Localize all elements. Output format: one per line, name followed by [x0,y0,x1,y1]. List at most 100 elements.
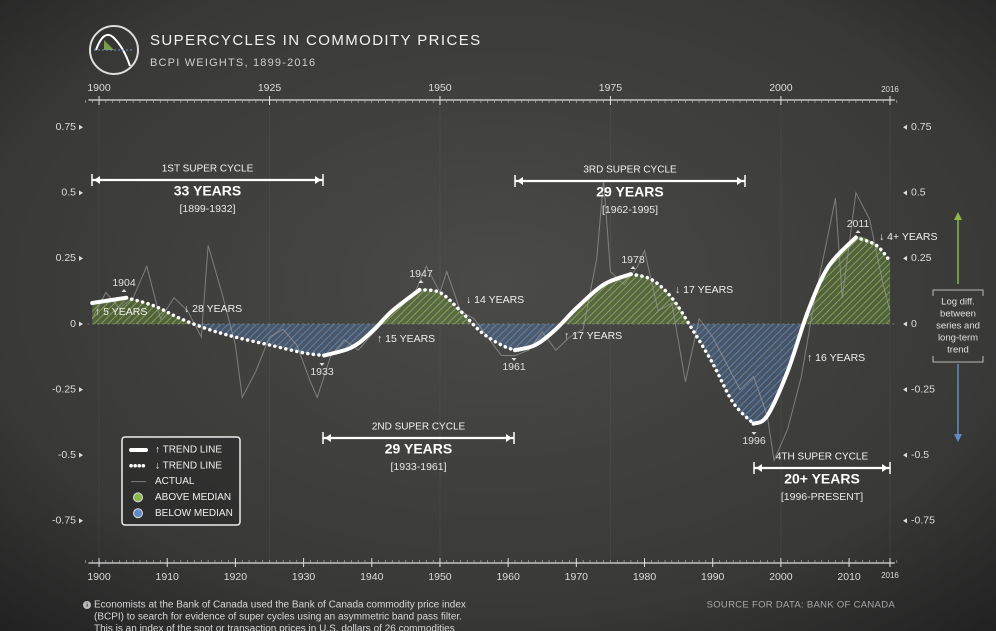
x-tick-label: 1900 [87,571,111,583]
y-tick-arrow [79,387,83,393]
duration-label: ↓ 14 YEARS [466,294,524,306]
y-tick-label-right: 0.25 [911,252,932,264]
turning-point-label: 1947 [409,268,433,280]
top-x-tick-label: 1900 [87,82,111,94]
info-icon-i: i [86,603,88,609]
series-line [90,235,858,426]
legend-label: ACTUAL [155,476,195,487]
turning-point-tick [418,280,424,283]
turning-point-tick [121,289,127,292]
turning-point-label: 2011 [847,218,870,230]
x-tick-label: 1980 [633,571,657,583]
cycle-length: 33 YEARS [174,183,241,199]
x-tick-label: 2016 [881,571,899,580]
subtitle: BCPI WEIGHTS, 1899-2016 [150,57,316,69]
legend-label: ↑ TREND LINE [155,445,222,456]
side-bracket [932,289,984,363]
cycle-name: 1ST SUPER CYCLE [162,164,254,175]
duration-label: ↓ 17 YEARS [675,284,733,296]
y-tick-label: 0.75 [56,121,77,133]
cycle-head [756,464,762,472]
header-icon [89,25,139,75]
top-x-tick-label: 2000 [769,82,793,94]
cycle-head [882,464,888,472]
x-tick-label: 1910 [156,571,180,583]
y-tick-label: -0.25 [52,383,76,395]
y-tick-arrow [903,190,907,196]
x-tick-label: 1970 [565,571,589,583]
top-x-tick-label: 1925 [258,82,282,94]
footnote: This is an index of the spot or transact… [94,624,455,631]
side-arrow-head [954,212,962,220]
y-tick-label-right: -0.5 [911,449,929,461]
x-tick-label: 1990 [701,571,725,583]
turning-point-tick [630,266,636,269]
side-note: Log diff. [941,297,975,308]
cycle-name: 2ND SUPER CYCLE [372,422,466,433]
side-note: between [940,309,976,320]
turning-point-label: 1961 [502,361,526,373]
duration-label: ↑ 17 YEARS [564,330,622,342]
cycle-head [737,177,743,185]
series-line [91,179,891,463]
footnote: (BCPI) to search for evidence of super c… [94,612,462,623]
side-note: trend [947,345,969,356]
x-tick-label: 2010 [837,571,861,583]
legend-swatch [133,492,143,503]
y-tick-arrow [79,190,83,196]
y-tick-arrow [903,255,907,261]
legend-swatch [133,508,143,519]
cycle-range: [1899-1932] [179,203,235,215]
cycle-head [325,434,331,442]
cycle-head [517,177,523,185]
turning-point-tick [855,230,861,233]
x-tick-label: 1950 [428,571,452,583]
y-tick-arrow [903,452,907,458]
cycle-range: [1962-1995] [602,204,658,216]
footnote: Economists at the Bank of Canada used th… [94,600,466,611]
legend-label: BELOW MEDIAN [155,508,233,519]
y-tick-arrow [903,124,907,130]
y-tick-arrow [79,452,83,458]
turning-point-tick [319,363,325,366]
x-tick-label: 1920 [224,571,248,583]
y-tick-label: 0.5 [61,187,76,199]
title: SUPERCYCLES IN COMMODITY PRICES [150,32,482,49]
info-icon [83,601,91,609]
top-x-tick-label: 1975 [599,82,623,94]
y-tick-label: -0.5 [58,449,76,461]
legend-label: ↓ TREND LINE [155,460,222,471]
duration-label: ↑ 16 YEARS [807,352,865,364]
cycle-length: 29 YEARS [596,184,663,200]
legend: ↑ TREND LINE ↓ TREND LINE ACTUAL ABOVE MEDI… [121,436,241,526]
turning-point-label: 1904 [112,277,136,289]
x-tick-label: 1940 [360,571,384,583]
y-tick-arrow [903,518,907,524]
y-tick-arrow [903,321,907,327]
y-tick-arrow [79,321,83,327]
duration-label: ↓ 28 YEARS [184,303,242,315]
cycle-name: 4TH SUPER CYCLE [776,452,869,463]
top-x-tick-label: 1950 [428,82,452,94]
y-tick-arrow [79,518,83,524]
cycle-name: 3RD SUPER CYCLE [583,165,677,176]
side-note: long-term [938,333,978,344]
side-note: series and [936,321,980,332]
duration-label: ↑ 5 YEARS [95,306,147,318]
y-tick-label-right: -0.75 [911,515,935,527]
turning-point-tick [511,358,517,361]
cycle-head [94,176,100,184]
y-tick-label-right: 0 [911,318,917,330]
y-tick-arrow [903,387,907,393]
cycle-range: [1933-1961] [390,461,446,473]
series-line [124,235,892,426]
side-arrow-head [954,434,962,442]
source: SOURCE FOR DATA: BANK OF CANADA [707,600,896,611]
turning-point-label: 1996 [742,435,766,447]
y-tick-label: 0.25 [56,252,77,264]
cycle-head [315,176,321,184]
duration-label: ↑ 15 YEARS [377,333,435,345]
y-tick-label: 0 [70,318,76,330]
